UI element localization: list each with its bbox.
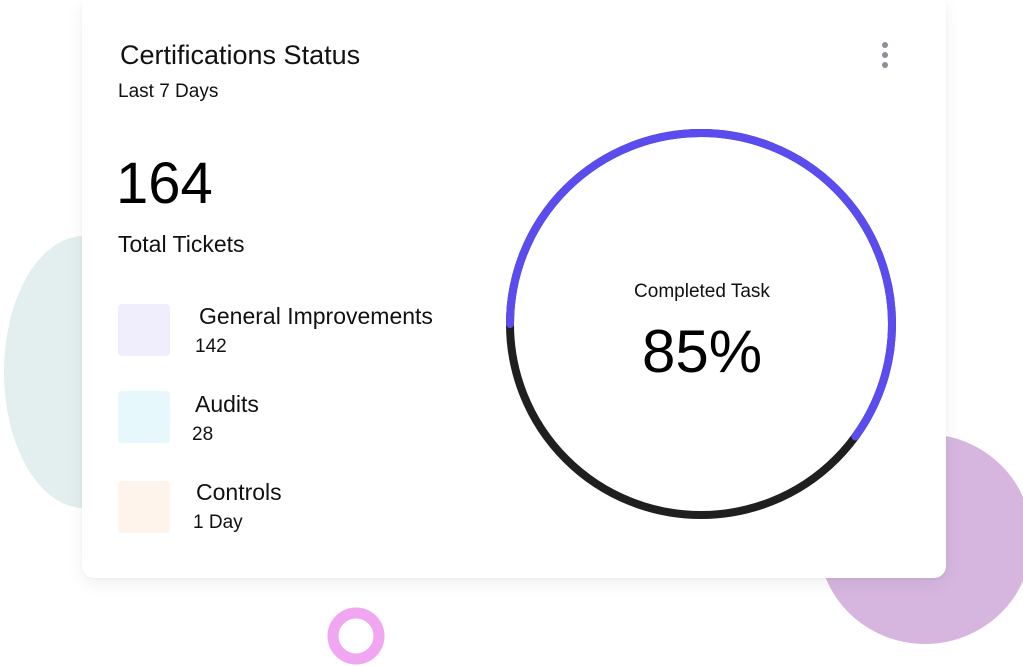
more-vertical-icon-dot bbox=[882, 62, 888, 68]
legend-swatch bbox=[118, 304, 170, 356]
donut-ring bbox=[506, 129, 896, 519]
completed-task-percent: 85% bbox=[641, 318, 763, 385]
legend-item-audits: Audits 28 bbox=[118, 391, 478, 447]
legend-label: Controls bbox=[196, 479, 282, 505]
more-vertical-icon bbox=[882, 42, 888, 48]
legend-item-controls: Controls 1 Day bbox=[118, 479, 478, 537]
background-ring-decoration bbox=[327, 607, 385, 665]
legend-label: General Improvements bbox=[199, 303, 433, 329]
legend-value: 28 bbox=[192, 424, 214, 445]
more-options-button[interactable] bbox=[870, 38, 900, 72]
card-title: Certifications Status bbox=[120, 40, 361, 70]
certifications-status-card: Certifications Status Last 7 Days 164 To… bbox=[82, 0, 946, 578]
legend-swatch bbox=[118, 391, 170, 443]
legend-swatch bbox=[118, 481, 170, 533]
legend-value: 1 Day bbox=[193, 512, 243, 533]
donut-progress-arc bbox=[506, 129, 896, 519]
total-tickets-label: Total Tickets bbox=[118, 231, 245, 257]
completion-donut-chart: Completed Task 85% bbox=[500, 128, 904, 532]
legend-label: Audits bbox=[195, 391, 259, 417]
more-vertical-icon-dot bbox=[882, 52, 888, 58]
completed-task-label: Completed Task bbox=[634, 281, 770, 302]
legend-value: 142 bbox=[195, 336, 227, 357]
legend-item-general-improvements: General Improvements 142 bbox=[118, 303, 478, 360]
date-range-label: Last 7 Days bbox=[118, 81, 219, 102]
total-tickets-value: 164 bbox=[116, 151, 213, 216]
